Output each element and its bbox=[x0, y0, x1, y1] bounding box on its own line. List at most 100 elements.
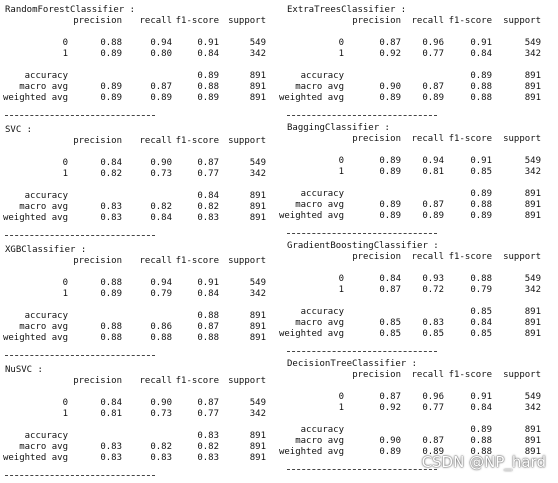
cell: 0.84 bbox=[470, 403, 492, 413]
cell: 0.90 bbox=[379, 82, 401, 92]
cell: 0.83 bbox=[100, 442, 122, 452]
cell: 0.89 bbox=[470, 425, 492, 435]
row-label: 0 bbox=[338, 392, 344, 402]
cell: 891 bbox=[249, 453, 266, 463]
separator bbox=[5, 235, 155, 236]
cell: 342 bbox=[524, 403, 541, 413]
cell: 0.82 bbox=[150, 442, 172, 452]
watermark: CSDN @NP_hard bbox=[421, 453, 546, 471]
cell: 0.84 bbox=[100, 158, 122, 168]
cell: 891 bbox=[249, 213, 266, 223]
cell: 0.85 bbox=[422, 329, 444, 339]
cell: 0.82 bbox=[100, 169, 122, 179]
cell: 0.88 bbox=[100, 278, 122, 288]
column-header: f1-score bbox=[175, 256, 219, 266]
cell: 0.83 bbox=[422, 318, 444, 328]
column-header: support bbox=[503, 370, 541, 380]
cell: 0.88 bbox=[470, 93, 492, 103]
column-header: f1-score bbox=[175, 16, 219, 26]
cell: 342 bbox=[249, 289, 266, 299]
cell: 0.73 bbox=[150, 169, 172, 179]
column-header: precision bbox=[352, 16, 401, 26]
column-header: recall bbox=[139, 256, 172, 266]
column-header: f1-score bbox=[448, 370, 492, 380]
cell: 0.87 bbox=[150, 82, 172, 92]
cell: 891 bbox=[524, 211, 541, 221]
cell: 0.83 bbox=[100, 202, 122, 212]
cell: 0.94 bbox=[150, 278, 172, 288]
cell: 0.90 bbox=[150, 398, 172, 408]
cell: 891 bbox=[524, 82, 541, 92]
cell: 0.73 bbox=[150, 409, 172, 419]
cell: 891 bbox=[524, 189, 541, 199]
cell: 549 bbox=[524, 38, 541, 48]
cell: 0.85 bbox=[379, 329, 401, 339]
cell: 0.89 bbox=[422, 211, 444, 221]
cell: 0.88 bbox=[470, 82, 492, 92]
cell: 0.89 bbox=[197, 71, 219, 81]
cell: 342 bbox=[524, 49, 541, 59]
cell: 891 bbox=[524, 71, 541, 81]
row-label: macro avg bbox=[295, 200, 344, 210]
row-label: 1 bbox=[338, 167, 344, 177]
report-title: GradientBoostingClassifier : bbox=[287, 241, 439, 251]
column-header: precision bbox=[73, 136, 122, 146]
cell: 0.77 bbox=[422, 49, 444, 59]
row-label: weighted avg bbox=[278, 211, 344, 221]
cell: 0.89 bbox=[422, 93, 444, 103]
cell: 0.89 bbox=[379, 93, 401, 103]
row-label: macro avg bbox=[19, 202, 68, 212]
row-label: weighted avg bbox=[2, 453, 68, 463]
cell: 0.83 bbox=[197, 431, 219, 441]
row-label: weighted avg bbox=[2, 213, 68, 223]
cell: 0.84 bbox=[150, 213, 172, 223]
row-label: accuracy bbox=[300, 307, 344, 317]
cell: 0.84 bbox=[197, 49, 219, 59]
cell: 0.89 bbox=[100, 82, 122, 92]
cell: 0.79 bbox=[150, 289, 172, 299]
cell: 891 bbox=[524, 200, 541, 210]
cell: 549 bbox=[249, 38, 266, 48]
cell: 549 bbox=[524, 274, 541, 284]
separator bbox=[287, 115, 437, 116]
cell: 342 bbox=[249, 169, 266, 179]
column-header: f1-score bbox=[448, 16, 492, 26]
cell: 0.91 bbox=[470, 156, 492, 166]
column-header: recall bbox=[139, 376, 172, 386]
row-label: macro avg bbox=[19, 322, 68, 332]
row-label: 0 bbox=[62, 38, 68, 48]
column-header: precision bbox=[73, 16, 122, 26]
column-header: recall bbox=[139, 16, 172, 26]
row-label: accuracy bbox=[24, 191, 68, 201]
cell: 0.84 bbox=[197, 191, 219, 201]
row-label: accuracy bbox=[24, 71, 68, 81]
report-title: DecisionTreeClassifier : bbox=[287, 359, 418, 369]
cell: 0.85 bbox=[470, 307, 492, 317]
cell: 549 bbox=[524, 392, 541, 402]
column-header: recall bbox=[139, 136, 172, 146]
row-label: 0 bbox=[338, 156, 344, 166]
column-header: precision bbox=[73, 376, 122, 386]
cell: 0.88 bbox=[100, 38, 122, 48]
cell: 0.84 bbox=[470, 318, 492, 328]
cell: 891 bbox=[249, 191, 266, 201]
row-label: 0 bbox=[338, 274, 344, 284]
column-header: precision bbox=[352, 370, 401, 380]
separator bbox=[5, 475, 155, 476]
cell: 0.88 bbox=[197, 82, 219, 92]
cell: 0.92 bbox=[379, 403, 401, 413]
cell: 0.89 bbox=[470, 189, 492, 199]
column-header: precision bbox=[352, 134, 401, 144]
cell: 0.89 bbox=[379, 156, 401, 166]
row-label: 1 bbox=[62, 409, 68, 419]
cell: 0.88 bbox=[470, 436, 492, 446]
column-header: support bbox=[503, 134, 541, 144]
separator bbox=[287, 233, 437, 234]
column-header: recall bbox=[411, 134, 444, 144]
cell: 891 bbox=[524, 447, 541, 457]
cell: 0.87 bbox=[197, 398, 219, 408]
cell: 0.85 bbox=[379, 318, 401, 328]
cell: 0.96 bbox=[422, 38, 444, 48]
separator bbox=[5, 355, 155, 356]
